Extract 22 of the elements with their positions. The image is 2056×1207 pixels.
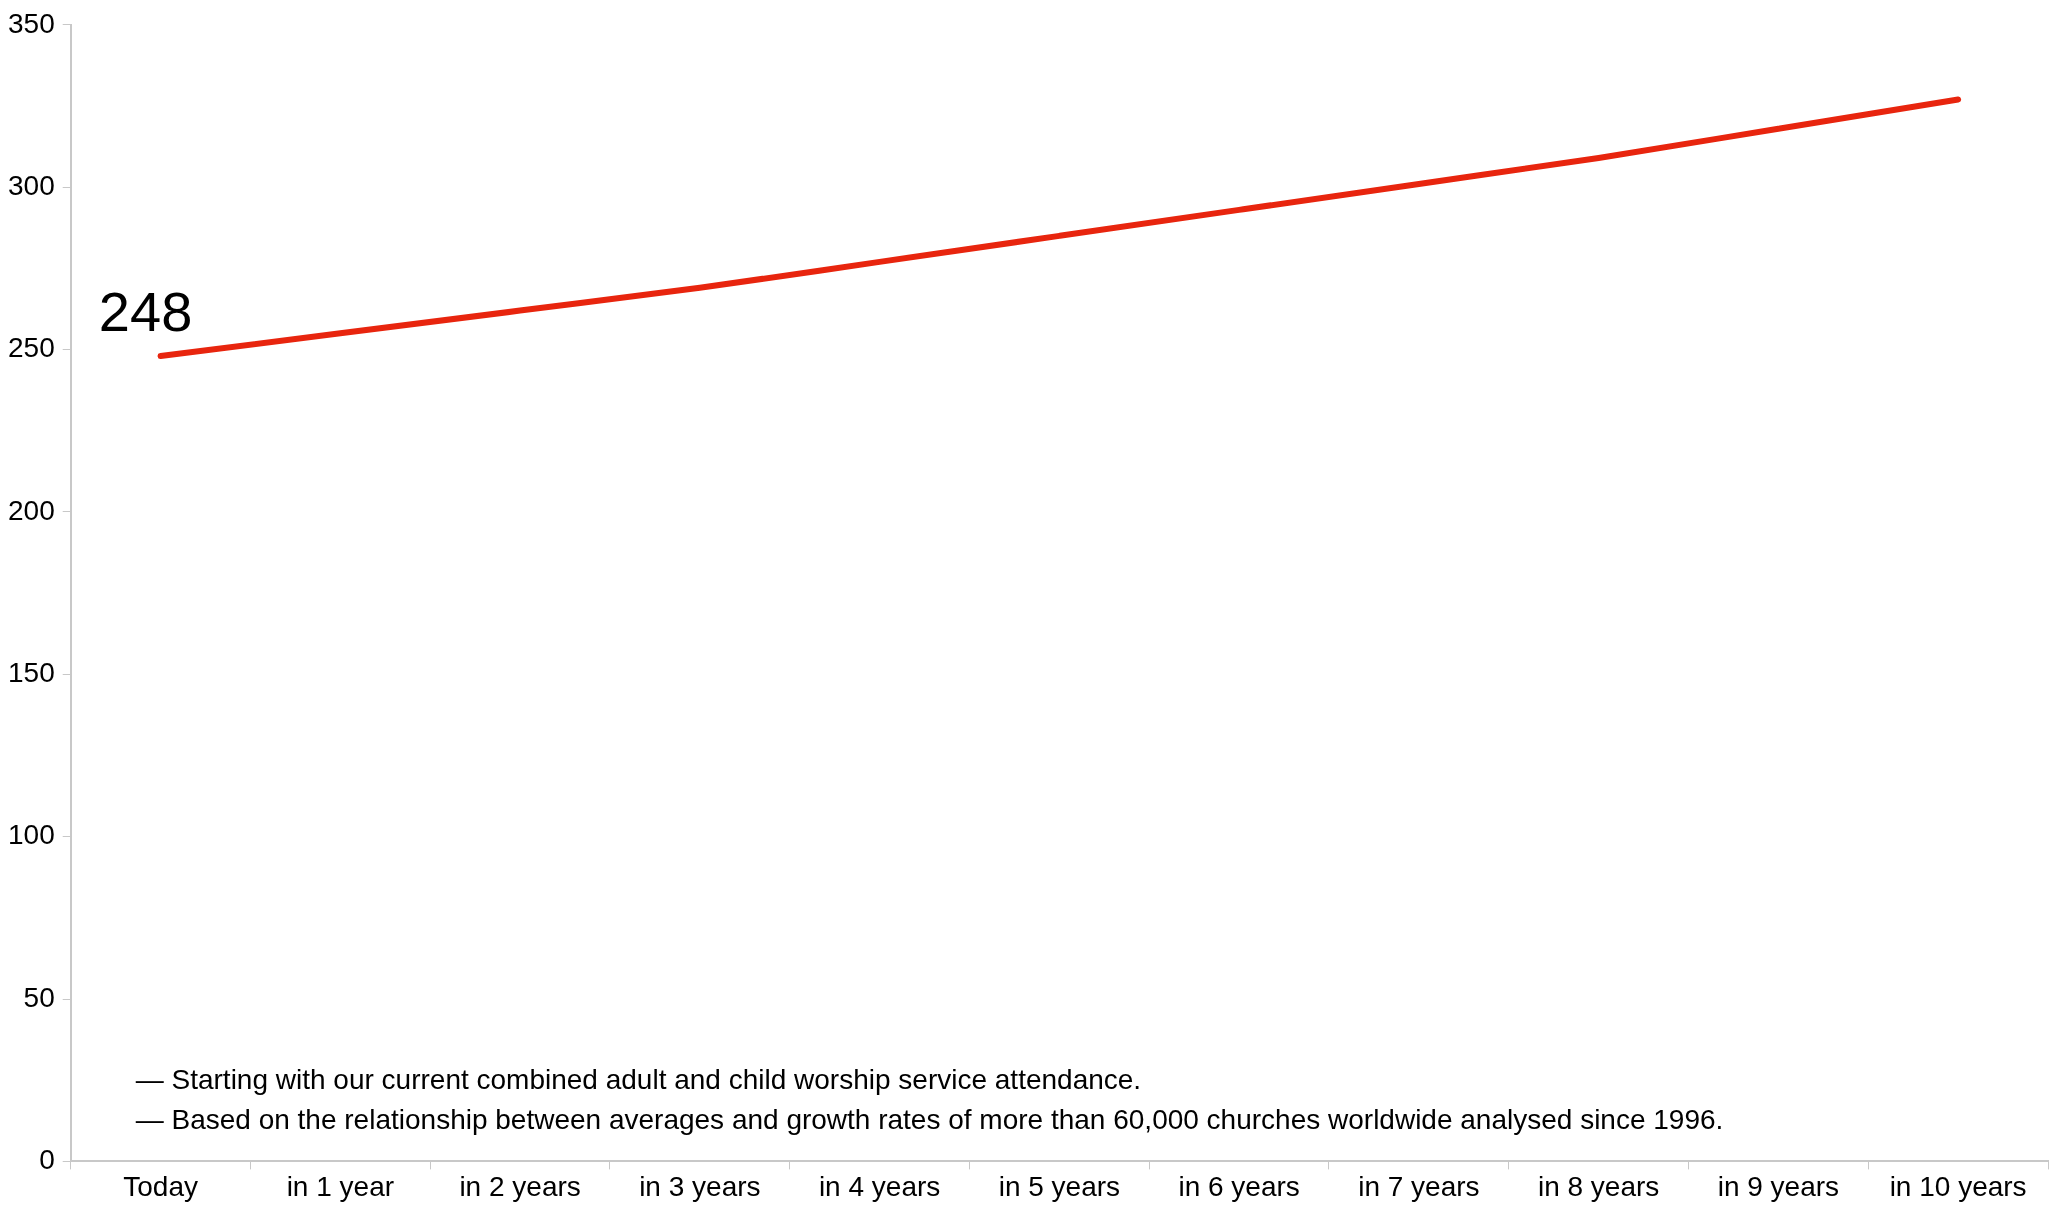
y-tick-label: 0: [39, 1144, 55, 1176]
y-tick-label: 300: [8, 169, 55, 201]
x-tick-label: in 9 years: [1717, 1170, 1840, 1202]
x-tick-label: in 8 years: [1537, 1170, 1660, 1202]
y-tick-label: 50: [23, 981, 55, 1013]
data-label: 248: [98, 280, 193, 344]
x-tick-label: in 10 years: [1889, 1170, 2027, 1202]
x-tick-label: Today: [123, 1170, 198, 1202]
x-tick-label: in 3 years: [639, 1170, 761, 1202]
y-tick-label: 350: [8, 7, 55, 39]
y-tick-label: 100: [8, 819, 55, 851]
x-tick-label: in 5 years: [998, 1170, 1121, 1202]
x-tick-label: in 6 years: [1178, 1170, 1300, 1202]
x-tick-label: in 4 years: [818, 1170, 941, 1202]
x-tick-label: in 1 year: [286, 1170, 395, 1202]
x-tick-label: in 7 years: [1358, 1170, 1480, 1202]
annotation: — Based on the relationship between averages and growth rates of more than 60,000 churches worldwide analysed since 1996.: [135, 1104, 1724, 1136]
y-tick-label: 200: [8, 494, 55, 526]
annotation: — Starting with our current combined adult and child worship service attendance.: [135, 1064, 1142, 1096]
y-tick-label: 250: [8, 332, 55, 364]
y-tick-label: 150: [8, 657, 55, 688]
x-tick-label: in 2 years: [459, 1170, 581, 1202]
